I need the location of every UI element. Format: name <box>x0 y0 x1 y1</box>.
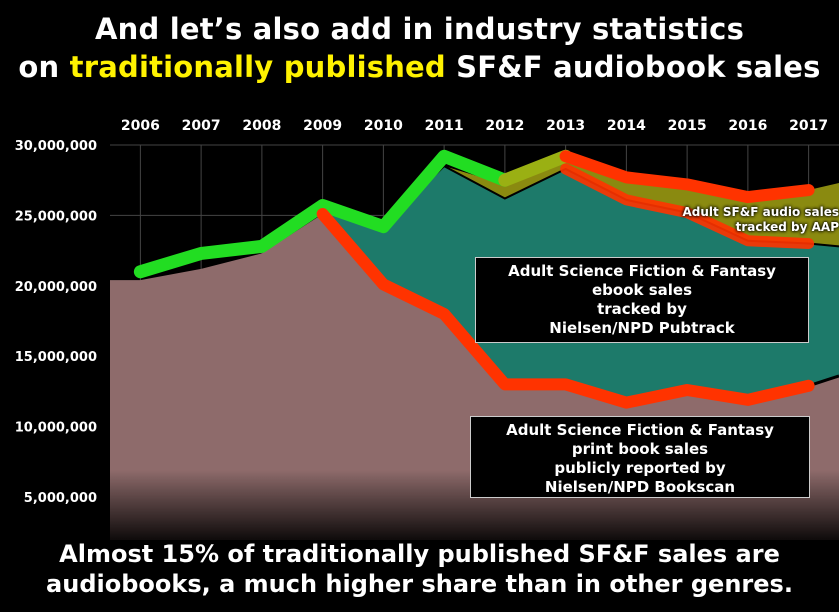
ebook-note-line-3: tracked by <box>597 300 687 318</box>
x-tick-label-2006: 2006 <box>121 118 160 134</box>
y-tick-label-2: 20,000,000 <box>15 280 97 295</box>
x-tick-label-2015: 2015 <box>668 118 707 134</box>
print-sales-annotation: Adult Science Fiction & Fantasy print bo… <box>470 416 810 498</box>
y-tick-label-5: 5,000,000 <box>24 491 97 506</box>
x-tick-label-2016: 2016 <box>728 118 767 134</box>
slide-title-line-2: on traditionally published SF&F audioboo… <box>0 50 839 84</box>
y-tick-label-1: 25,000,000 <box>15 209 97 224</box>
y-tick-label-3: 15,000,000 <box>15 350 97 365</box>
y-tick-label-0: 30,000,000 <box>15 139 97 154</box>
ebook-total-line <box>560 163 815 250</box>
x-tick-label-2013: 2013 <box>546 118 585 134</box>
x-tick-label-2008: 2008 <box>242 118 281 134</box>
x-tick-label-2012: 2012 <box>485 118 524 134</box>
print-note-line-4: Nielsen/NPD Bookscan <box>544 478 736 496</box>
y-tick-label-4: 10,000,000 <box>15 421 97 436</box>
print-note-line-1: Adult Science Fiction & Fantasy <box>506 421 774 439</box>
slide-title-line-1: And let’s also add in industry statistic… <box>94 12 745 46</box>
print-note-line-3: publicly reported by <box>554 459 726 477</box>
print-note-line-2: print book sales <box>571 440 709 458</box>
audio-sales-label-line-2: tracked by AAP <box>735 220 839 234</box>
ebook-sales-annotation: Adult Science Fiction & Fantasy ebook sa… <box>475 257 809 343</box>
caption-line-2: audiobooks, a much higher share than in … <box>46 570 793 598</box>
x-tick-label-2009: 2009 <box>303 118 342 134</box>
x-tick-label-2017: 2017 <box>789 118 828 134</box>
total-sales-line <box>133 149 512 279</box>
ebook-note-line-4: Nielsen/NPD Pubtrack <box>549 319 735 337</box>
title-suffix: SF&F audiobook sales <box>445 50 821 84</box>
total-sales-transition-line <box>498 149 573 187</box>
x-tick-label-2014: 2014 <box>607 118 646 134</box>
title-highlight: traditionally published <box>69 50 446 84</box>
audio-total-line <box>559 150 815 204</box>
x-tick-label-2007: 2007 <box>182 118 221 134</box>
x-tick-label-2010: 2010 <box>364 118 403 134</box>
x-tick-label-2011: 2011 <box>425 118 464 134</box>
ebook-note-line-1: Adult Science Fiction & Fantasy <box>508 262 776 280</box>
title-prefix: on <box>18 50 70 84</box>
print-sales-line <box>316 207 815 409</box>
caption-line-1: Almost 15% of traditionally published SF… <box>59 540 780 568</box>
audio-sales-label-line-1: Adult SF&F audio sales <box>682 205 839 219</box>
ebook-note-line-2: ebook sales <box>591 281 692 299</box>
